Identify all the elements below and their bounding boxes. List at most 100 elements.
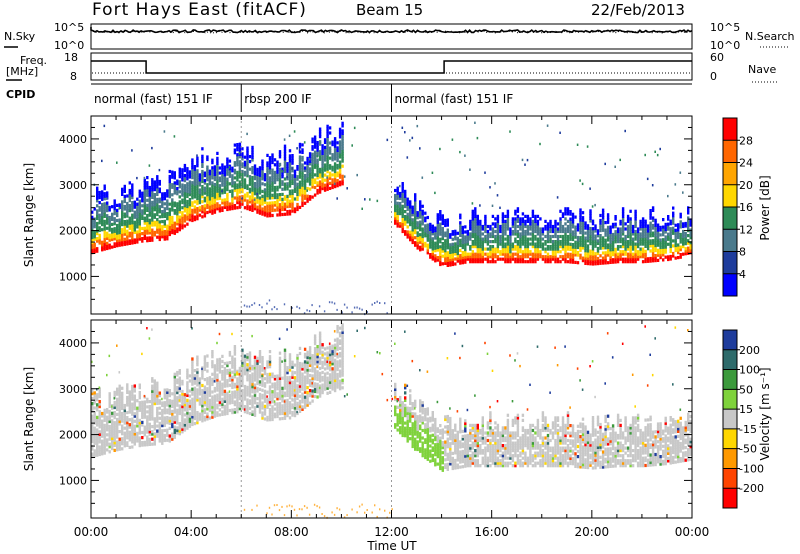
power-cell	[323, 153, 327, 157]
freq-left-tick-top: 18	[64, 51, 78, 64]
velocity-cell	[201, 373, 204, 378]
power-cell	[131, 223, 134, 227]
power-cell	[306, 171, 309, 176]
power-cell	[474, 229, 477, 234]
power-cell	[213, 167, 217, 171]
power-cell	[251, 208, 254, 212]
power-cell	[341, 164, 344, 168]
power-cell	[619, 234, 622, 239]
power-cell	[243, 178, 247, 182]
power-cell	[464, 237, 467, 242]
power-cell	[439, 260, 442, 264]
power-cell	[186, 210, 189, 214]
velocity-cell	[101, 414, 104, 418]
power-cell	[273, 193, 277, 197]
power-cell	[336, 184, 339, 188]
power-cell	[301, 163, 304, 167]
power-cell	[662, 228, 665, 232]
velocity-cell	[193, 422, 197, 426]
velocity-cell	[166, 403, 169, 407]
power-cell	[601, 226, 605, 230]
power-cell	[228, 189, 232, 193]
velocity-cell	[156, 411, 159, 416]
power-cell	[136, 225, 139, 229]
power-cell	[421, 222, 424, 226]
velocity-cell	[176, 431, 179, 435]
velocity-cell	[101, 439, 104, 443]
power-cell	[521, 227, 525, 231]
power-cell	[644, 222, 647, 226]
power-cell	[554, 227, 557, 231]
power-cell	[641, 227, 645, 231]
power-cell	[138, 199, 141, 203]
power-cell	[223, 173, 227, 177]
power-cell	[286, 172, 289, 176]
power-cell	[341, 134, 344, 138]
power-cell	[499, 234, 502, 239]
power-cell	[213, 177, 217, 182]
power-cell	[298, 185, 302, 189]
velocity-cell	[103, 408, 106, 412]
power-cell	[301, 171, 304, 175]
power-cell	[401, 224, 404, 229]
power-cell	[198, 206, 202, 210]
power-cell	[276, 308, 278, 311]
velocity-cell	[191, 364, 194, 369]
power-cell	[519, 234, 522, 239]
power-cell	[178, 223, 181, 227]
power-cell	[298, 205, 302, 209]
power-cell	[323, 173, 327, 177]
velocity-cell	[138, 386, 141, 390]
power-cell	[611, 258, 615, 262]
power-cell	[133, 240, 136, 245]
power-cell	[689, 223, 692, 227]
power-cell	[158, 200, 161, 204]
power-cell	[131, 149, 133, 152]
power-cell	[253, 166, 257, 171]
power-cell	[261, 164, 264, 168]
velocity-cell	[238, 392, 242, 396]
power-cell	[318, 170, 322, 174]
power-cell	[571, 220, 575, 224]
power-cell	[256, 170, 259, 174]
power-cell	[291, 207, 294, 211]
power-cell	[411, 223, 414, 227]
power-cell	[218, 204, 222, 208]
velocity-cell	[101, 434, 104, 438]
power-cell	[496, 214, 500, 218]
power-cell	[298, 180, 302, 184]
power-cell	[571, 250, 575, 254]
freq-label-1: Freq.	[20, 54, 47, 67]
velocity-cell	[228, 393, 232, 397]
power-cell	[682, 222, 685, 226]
power-cell	[414, 215, 417, 220]
velocity-cell	[98, 440, 101, 444]
power-cell	[311, 137, 314, 141]
power-cell	[471, 232, 474, 236]
power-cell	[586, 254, 590, 258]
power-cell	[133, 238, 136, 242]
velocity-cell	[216, 363, 219, 367]
power-cell	[534, 242, 537, 246]
velocity-cell	[121, 419, 124, 423]
power-cell	[251, 193, 254, 197]
power-cell	[536, 240, 540, 244]
velocity-cell	[128, 423, 131, 427]
power-cell	[116, 241, 119, 245]
velocity-cell	[128, 433, 131, 437]
power-cell	[203, 171, 207, 175]
power-cell	[248, 197, 252, 201]
power-cell	[196, 199, 199, 203]
velocity-cell	[131, 397, 134, 401]
power-cell	[296, 202, 299, 207]
power-cell	[664, 243, 667, 247]
velocity-cell	[158, 394, 161, 398]
velocity-cell	[221, 402, 224, 406]
power-cell	[386, 138, 389, 142]
power-cell	[156, 218, 159, 222]
power-cell	[364, 198, 366, 201]
power-cell	[659, 251, 662, 255]
power-cell	[614, 250, 617, 254]
power-cell	[186, 217, 189, 221]
power-cell	[251, 191, 254, 195]
